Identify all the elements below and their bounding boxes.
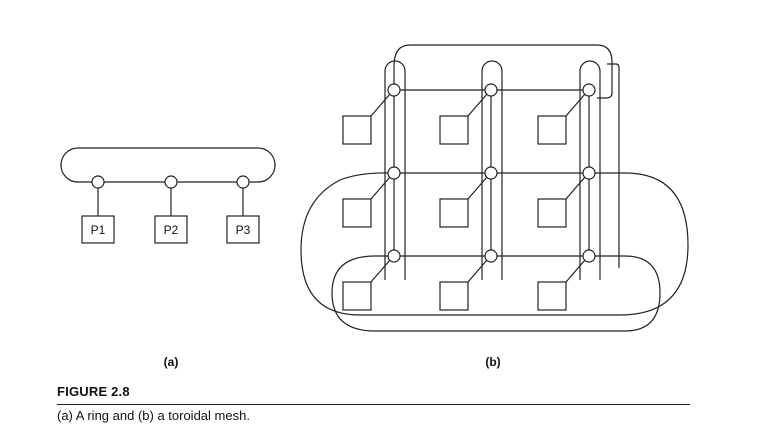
mesh-processor-box — [439, 198, 469, 228]
mesh-wraparound-right — [607, 63, 620, 268]
mesh-switch — [484, 83, 498, 97]
mesh-node — [537, 83, 596, 145]
ring-link — [60, 147, 276, 183]
figure-number: FIGURE 2.8 — [57, 384, 130, 399]
mesh-wraparound-col-2 — [481, 60, 503, 280]
mesh-processor-box — [439, 115, 469, 145]
subfigure-label-b: (b) — [485, 355, 500, 369]
mesh-wraparound-row-2 — [300, 172, 689, 316]
mesh-switch — [582, 83, 596, 97]
mesh-wraparound-col-1 — [384, 60, 406, 280]
mesh-switch — [387, 166, 401, 180]
figure-caption: (a) A ring and (b) a toroidal mesh. — [57, 408, 250, 423]
mesh-node — [537, 249, 596, 311]
mesh-switch — [582, 166, 596, 180]
subfigure-label-a: (a) — [164, 355, 179, 369]
processor-label: P2 — [164, 223, 179, 237]
mesh-wraparound-top — [393, 44, 613, 99]
mesh-switch — [484, 166, 498, 180]
mesh-node — [537, 166, 596, 228]
ring-switch — [236, 175, 250, 189]
mesh-node-link — [467, 176, 488, 200]
mesh-processor-box — [537, 198, 567, 228]
mesh-wraparound-col-3 — [579, 60, 601, 280]
mesh-node-link — [467, 259, 488, 283]
mesh-node — [342, 83, 401, 145]
mesh-node-link — [467, 93, 488, 117]
mesh-node — [439, 166, 498, 228]
processor-box — [154, 215, 188, 244]
ring-node: P3 — [226, 175, 260, 244]
ring-node: P1 — [81, 175, 115, 244]
mesh-switch — [387, 249, 401, 263]
figure-rule — [57, 404, 690, 405]
mesh-node-link — [370, 93, 391, 117]
ring-switch — [91, 175, 105, 189]
toroidal-mesh — [300, 44, 689, 332]
processor-box — [81, 215, 115, 244]
mesh-wraparound-row-3 — [331, 255, 661, 332]
mesh-switch — [484, 249, 498, 263]
mesh-switch — [387, 83, 401, 97]
ring-switch — [164, 175, 178, 189]
ring-node: P2 — [154, 175, 188, 244]
mesh-node-link — [565, 176, 586, 200]
processor-box — [226, 215, 260, 244]
mesh-processor-box — [342, 115, 372, 145]
mesh-node — [439, 83, 498, 145]
mesh-node-link — [370, 176, 391, 200]
mesh-processor-box — [342, 198, 372, 228]
mesh-switch — [582, 249, 596, 263]
mesh-processor-box — [537, 115, 567, 145]
processor-label: P1 — [91, 223, 106, 237]
mesh-processor-box — [537, 281, 567, 311]
mesh-node-link — [565, 93, 586, 117]
mesh-processor-box — [439, 281, 469, 311]
processor-label: P3 — [236, 223, 251, 237]
mesh-node — [439, 249, 498, 311]
mesh-node — [342, 166, 401, 228]
mesh-processor-box — [342, 281, 372, 311]
mesh-node — [342, 249, 401, 311]
mesh-node-link — [565, 259, 586, 283]
mesh-node-link — [370, 259, 391, 283]
ring-network: P1 P2 P3 — [60, 147, 276, 244]
